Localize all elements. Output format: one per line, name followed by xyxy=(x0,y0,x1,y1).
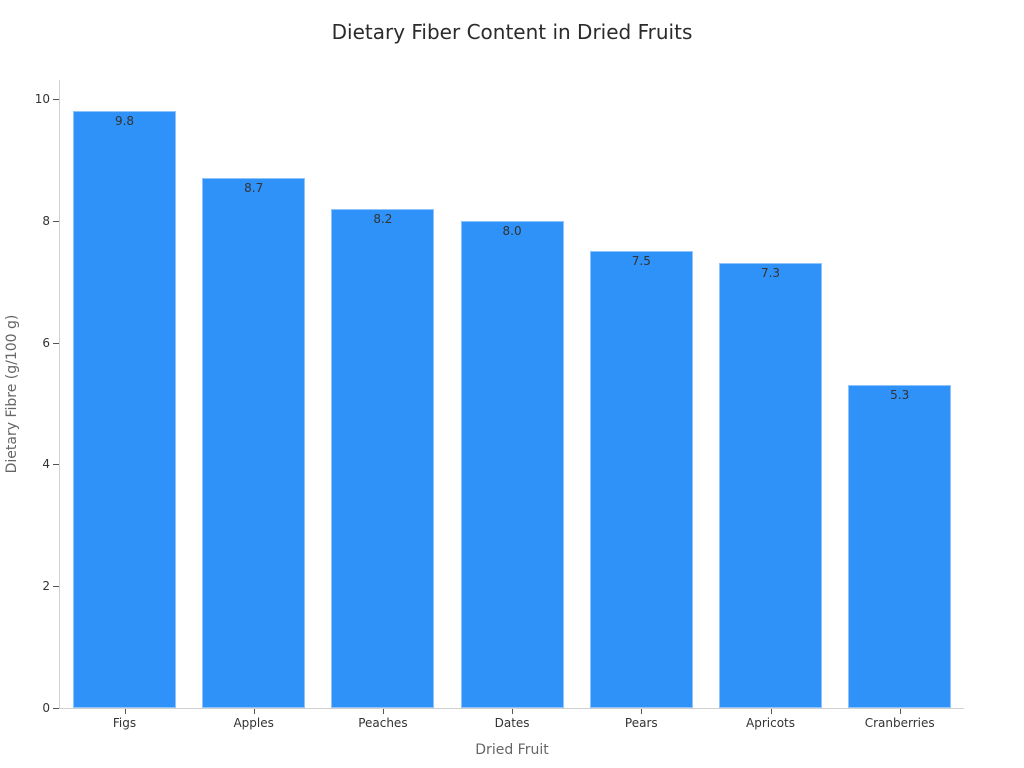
x-tick xyxy=(770,709,772,714)
y-tick-label: 4 xyxy=(42,457,50,472)
bar-value-label: 7.5 xyxy=(631,254,651,269)
x-tick-label: Figs xyxy=(112,716,137,730)
x-tick xyxy=(124,709,126,714)
x-tick-label: Apricots xyxy=(746,716,795,730)
bar-peaches: 8.2 xyxy=(331,208,435,708)
x-tick-label: Apples xyxy=(233,716,274,730)
y-tick xyxy=(53,342,59,344)
y-axis-line xyxy=(59,80,60,708)
bar-cranberries: 5.3 xyxy=(848,385,952,708)
x-tick xyxy=(899,709,901,714)
x-axis-label: Dried Fruit xyxy=(475,742,549,758)
x-tick-label: Cranberries xyxy=(864,716,935,730)
y-tick-label: 2 xyxy=(42,579,50,594)
x-tick xyxy=(641,709,643,714)
y-tick-label: 10 xyxy=(34,92,50,106)
x-tick xyxy=(512,709,514,714)
y-axis-label: Dietary Fibre (g/100 g) xyxy=(4,314,20,474)
bar-value-label: 9.8 xyxy=(114,114,135,129)
bar-value-label: 8.0 xyxy=(502,223,522,238)
y-tick-label: 8 xyxy=(42,213,50,228)
x-axis-line xyxy=(59,708,964,709)
bar-value-label: 7.3 xyxy=(760,266,781,281)
y-tick xyxy=(53,220,59,222)
x-tick-label: Peaches xyxy=(358,716,408,730)
bar-apricots: 7.3 xyxy=(719,263,822,708)
y-tick xyxy=(53,708,59,709)
chart-title: Dietary Fiber Content in Dried Fruits xyxy=(331,20,693,44)
y-tick xyxy=(53,464,59,466)
bar-pears: 7.5 xyxy=(589,251,693,708)
y-tick xyxy=(53,99,59,100)
bar-value-label: 8.2 xyxy=(373,211,393,226)
x-tick-label: Pears xyxy=(624,716,658,730)
bar-apples: 8.7 xyxy=(202,178,306,708)
bar-figs: 9.8 xyxy=(73,111,176,708)
bar-value-label: 8.7 xyxy=(244,181,264,196)
y-tick-label: 6 xyxy=(42,335,50,350)
y-tick xyxy=(53,586,59,588)
bar-dates: 8.0 xyxy=(460,220,564,708)
x-tick xyxy=(382,709,384,714)
x-tick xyxy=(253,709,255,714)
y-tick-label: 0 xyxy=(42,701,50,715)
bar-value-label: 5.3 xyxy=(890,388,910,403)
x-tick-label: Dates xyxy=(494,716,530,730)
